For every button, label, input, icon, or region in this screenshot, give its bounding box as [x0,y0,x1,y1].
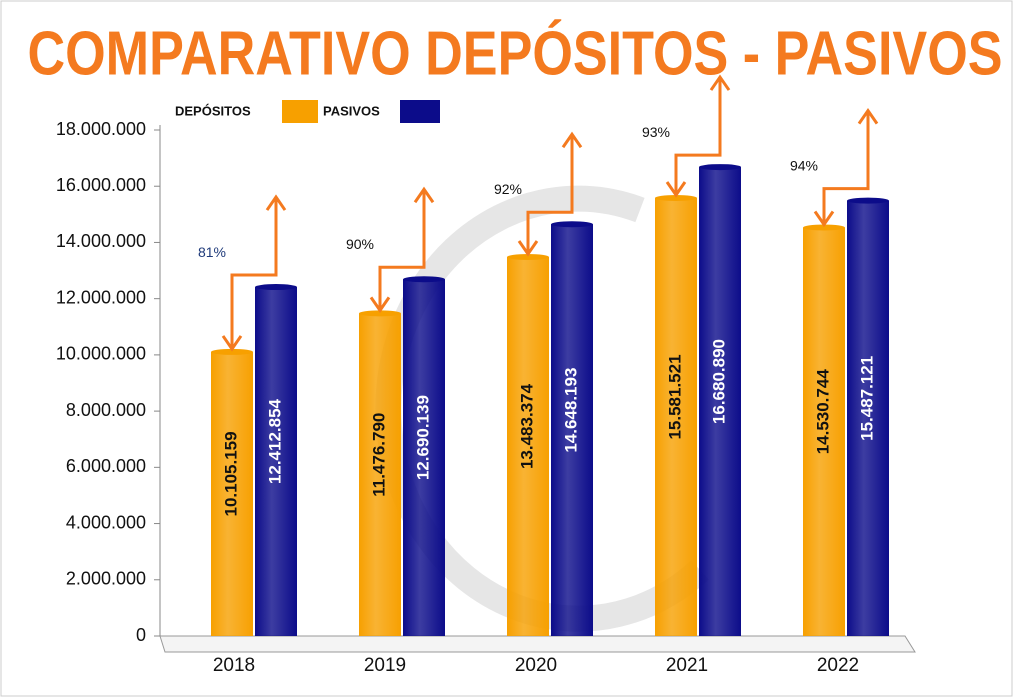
value-label: 15.487.121 [857,356,876,441]
ratio-label: 90% [346,236,374,252]
bar [551,224,593,636]
bar-cap [803,224,845,231]
value-label: 15.581.521 [665,354,684,439]
legend-swatch [282,100,318,123]
y-tick-label: 16.000.000 [56,175,146,195]
arrow-head [709,74,731,91]
x-tick-label: 2022 [817,655,859,676]
ratio-arrow [526,134,574,253]
bar [847,200,889,636]
y-tick-label: 6.000.000 [66,456,146,476]
y-tick-label: 2.000.000 [66,569,146,589]
bar-cap [403,276,445,283]
ratio-label: 94% [790,157,818,173]
arrow-head [369,296,391,314]
value-label: 14.648.193 [561,368,580,453]
legend-swatch [400,100,440,123]
arrow-head [413,186,435,204]
bar [699,167,741,636]
value-label: 11.476.790 [369,413,388,497]
ratio-label: 92% [494,181,522,197]
bar [803,227,845,636]
ratio-label: 81% [198,244,226,260]
legend-label: DEPÓSITOS [175,103,251,118]
x-tick-label: 2018 [213,655,255,676]
value-label: 12.690.139 [413,395,432,480]
arrow-head [265,194,287,211]
y-tick-label: 4.000.000 [66,512,146,532]
bar-cap [359,310,401,317]
x-tick-label: 2021 [666,655,708,676]
bar [507,256,549,636]
ratio-arrow [230,197,278,348]
value-label: 12.412.854 [265,398,284,484]
bar [655,197,697,636]
chart-title: COMPARATIVO DEPÓSITOS - PASIVOS [28,19,1003,88]
ratio-arrow [378,189,426,310]
bar-cap [699,164,741,171]
arrow-head [517,240,539,257]
arrow-head [857,108,879,125]
x-tick-label: 2020 [515,655,557,676]
arrow-head [665,181,687,198]
value-label: 13.483.374 [517,383,536,469]
y-tick-label: 18.000.000 [56,119,146,139]
value-label: 16.680.890 [709,339,728,424]
bar [255,287,297,636]
arrow-head [221,335,243,352]
bar-cap [551,221,593,228]
bar-cap [211,348,253,355]
bar-cap [655,194,697,201]
bar [403,279,445,636]
ratio-arrow [674,77,722,194]
ratio-label: 93% [642,124,670,140]
bar-cap [847,197,889,204]
value-label: 14.530.744 [813,369,832,455]
x-tick-label: 2019 [364,655,406,676]
legend-label: PASIVOS [323,103,380,118]
bar-cap [507,253,549,260]
y-tick-label: 8.000.000 [66,400,146,420]
floor [159,635,916,653]
bar-cap [255,284,297,291]
bar [359,313,401,636]
ratio-arrow [822,110,870,224]
arrow-head [813,210,835,228]
value-label: 10.105.159 [221,431,240,516]
bar [211,351,253,636]
y-tick-label: 10.000.000 [56,344,146,364]
y-tick-label: 0 [136,625,146,645]
arrow-head [561,131,583,149]
y-tick-label: 12.000.000 [56,287,146,307]
y-tick-label: 14.000.000 [56,231,146,251]
